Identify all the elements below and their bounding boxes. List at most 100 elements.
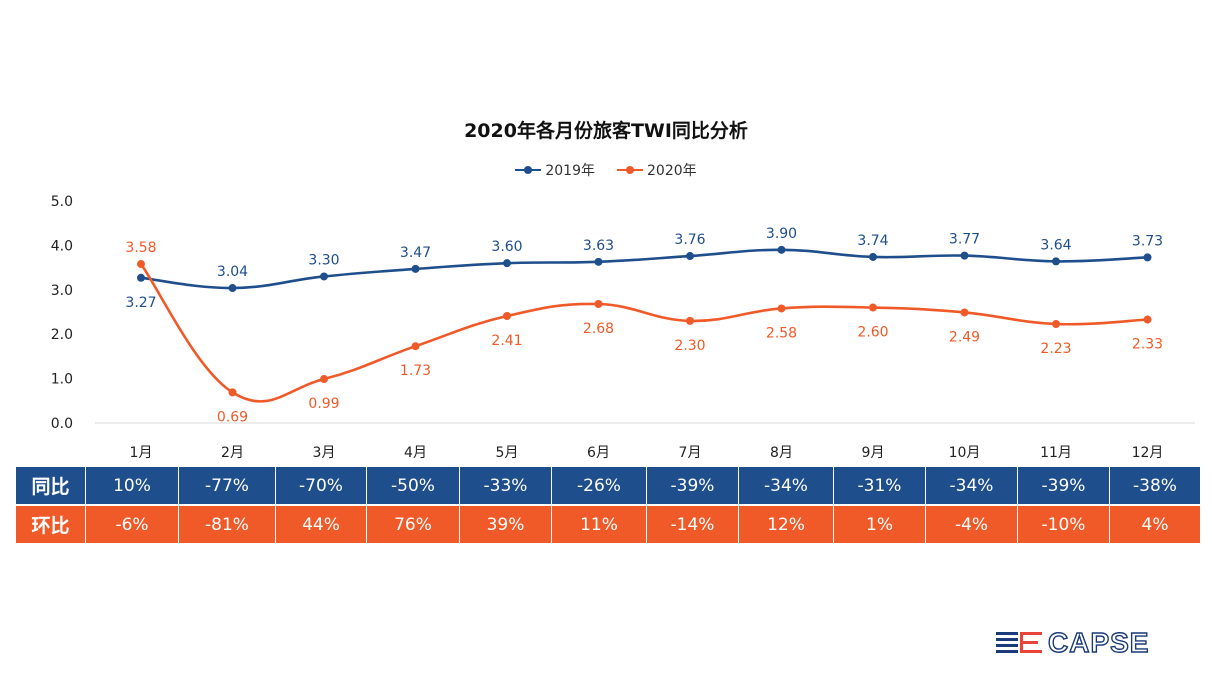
data-point-2019 [411, 264, 420, 273]
table-cell: -14% [646, 505, 739, 543]
data-label-2019: 3.76 [674, 232, 705, 248]
table-cell: -34% [925, 467, 1018, 506]
x-tick-label: 8月 [770, 445, 793, 461]
x-tick-label: 2月 [221, 445, 244, 461]
data-label-2020: 3.58 [125, 240, 156, 256]
x-tick-label: 1月 [130, 445, 153, 461]
data-label-2019: 3.77 [949, 232, 980, 248]
stat-table: 同比 10% -77% -70% -50% -33% -26% -39% -34% -31% -34… [16, 467, 1200, 543]
logo-mark-icon [996, 632, 1042, 653]
data-point-2020 [686, 316, 694, 325]
data-label-2019: 3.90 [766, 226, 797, 242]
line-chart: 0.0 1.0 2.0 3.0 4.0 5.0 1月 2月 3月 4月 5月 6月 7月 8月 9月 10月 1… [51, 194, 1195, 461]
data-point-2020 [960, 308, 969, 317]
data-point-2020 [320, 375, 328, 384]
data-label-2020: 2.33 [1132, 337, 1163, 353]
data-point-2020 [503, 311, 511, 320]
table-cell: 1% [833, 505, 926, 543]
table-cell: 39% [459, 505, 552, 543]
data-label-2020: 0.69 [217, 409, 248, 425]
series-line-2020 [139, 263, 1148, 403]
y-tick-label: 2.0 [51, 327, 73, 343]
data-point-2019 [594, 257, 603, 266]
data-label-2019: 3.30 [308, 252, 339, 268]
legend: 2019年 2020年 [0, 160, 1212, 180]
x-tick-label: 9月 [862, 445, 885, 461]
table-cell: 11% [551, 505, 647, 543]
data-point-2019 [777, 245, 786, 254]
table-row-mom: 环比 -6% -81% 44% 76% 39% 11% -14% 12% 1% -4% -10% 4% [16, 505, 1200, 543]
data-point-2020 [1052, 319, 1060, 328]
data-label-2020: 2.60 [857, 325, 888, 341]
legend-label-2020: 2020年 [647, 163, 697, 179]
x-tick-label: 11月 [1040, 445, 1072, 461]
x-tick-label: 7月 [679, 445, 702, 461]
x-tick-label: 10月 [949, 445, 981, 461]
legend-swatch-2020 [617, 165, 643, 175]
table-cell: 12% [738, 505, 834, 543]
table-cell: 76% [366, 505, 460, 543]
data-label-2020: 2.68 [583, 321, 614, 337]
data-label-2019: 3.27 [125, 295, 156, 311]
table-cell: -34% [738, 467, 834, 506]
data-point-2020 [777, 304, 786, 313]
data-point-2019 [503, 259, 511, 268]
table-cell: 44% [275, 505, 367, 543]
table-cell: -31% [833, 467, 926, 506]
legend-item-2020: 2020年 [617, 160, 697, 180]
table-cell: -10% [1017, 505, 1110, 543]
x-tick-label: 4月 [404, 445, 427, 461]
data-label-2020: 2.49 [949, 329, 980, 345]
legend-swatch-2019 [515, 165, 542, 175]
data-point-2019 [137, 273, 145, 282]
data-label-2020: 2.41 [491, 333, 522, 349]
series-line-2019 [140, 248, 1148, 290]
data-point-2019 [960, 251, 969, 260]
legend-label-2019: 2019年 [545, 163, 595, 179]
chart-title: 2020年各月份旅客TWI同比分析 [464, 120, 748, 142]
y-tick-label: 0.0 [51, 416, 73, 432]
data-label-2019: 3.73 [1132, 233, 1163, 249]
data-point-2020 [228, 388, 237, 397]
data-label-2020: 1.73 [400, 363, 431, 379]
data-label-2019: 3.74 [857, 233, 888, 249]
table-cell: -33% [459, 467, 552, 506]
data-point-2019 [228, 284, 237, 293]
data-label-2019: 3.63 [583, 238, 614, 254]
table-row-yoy: 同比 10% -77% -70% -50% -33% -26% -39% -34% -31% -34… [16, 467, 1200, 506]
data-point-2019 [1143, 253, 1152, 262]
table-cell: -39% [646, 467, 739, 506]
y-tick-label: 3.0 [51, 283, 73, 299]
data-point-2020 [594, 300, 603, 309]
data-point-2020 [411, 342, 420, 351]
table-cell: -26% [551, 467, 647, 506]
data-point-2020 [137, 260, 145, 269]
logo: CAPSE [996, 626, 1150, 659]
table-row-label: 环比 [16, 505, 86, 543]
table-row-label: 同比 [16, 467, 86, 506]
data-point-2019 [320, 272, 328, 281]
data-point-2020 [869, 303, 877, 312]
x-tick-label: 5月 [496, 445, 519, 461]
y-tick-label: 4.0 [51, 238, 73, 254]
data-label-2019: 3.47 [400, 245, 431, 261]
x-tick-label: 12月 [1132, 445, 1164, 461]
logo-text: CAPSE [1047, 626, 1150, 658]
table-cell: -39% [1017, 467, 1110, 506]
table-cell: -50% [366, 467, 460, 506]
data-point-2019 [1052, 257, 1060, 266]
table-cell: -77% [178, 467, 276, 506]
data-point-2019 [686, 252, 694, 261]
x-tick-label: 3月 [313, 445, 336, 461]
data-label-2019: 3.04 [217, 264, 248, 280]
data-label-2019: 3.60 [491, 239, 522, 255]
data-label-2019: 3.64 [1040, 237, 1071, 253]
data-label-2020: 2.30 [674, 338, 705, 354]
table-cell: 4% [1109, 505, 1200, 543]
table-cell: -70% [275, 467, 367, 506]
data-point-2020 [1143, 315, 1152, 324]
table-cell: -38% [1109, 467, 1200, 506]
legend-item-2019: 2019年 [515, 160, 595, 180]
data-point-2019 [869, 252, 877, 261]
table-cell: -6% [85, 505, 179, 543]
